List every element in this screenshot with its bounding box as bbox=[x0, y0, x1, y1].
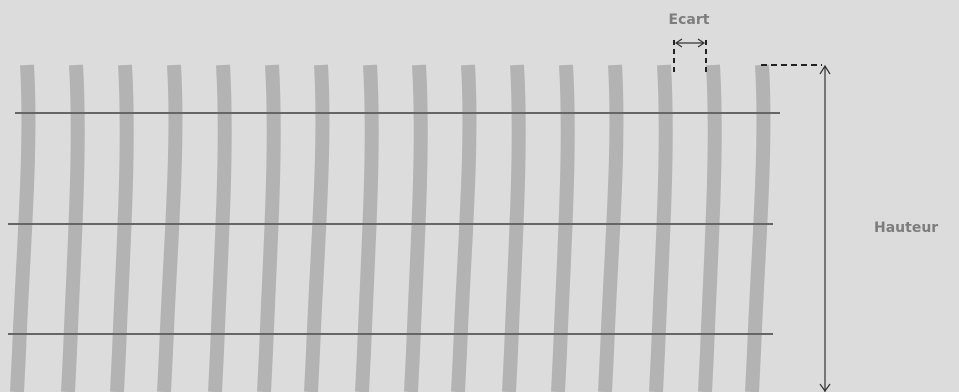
slat bbox=[745, 64, 771, 392]
slat bbox=[61, 64, 85, 392]
slat bbox=[257, 64, 281, 392]
height-label: Hauteur bbox=[874, 220, 938, 236]
slat bbox=[208, 64, 232, 392]
slat bbox=[110, 64, 134, 392]
height-annotation: Hauteur bbox=[761, 64, 938, 392]
slat bbox=[404, 64, 428, 392]
slat bbox=[598, 64, 624, 392]
slat bbox=[304, 64, 330, 392]
slat bbox=[649, 64, 673, 392]
slat bbox=[502, 64, 526, 392]
slats-group bbox=[10, 64, 771, 392]
double-arrow-vertical-icon bbox=[819, 64, 831, 392]
slat bbox=[551, 64, 575, 392]
slat bbox=[355, 64, 379, 392]
gap-annotation: Ecart bbox=[669, 12, 710, 72]
double-arrow-horizontal-icon bbox=[674, 38, 706, 48]
slat bbox=[451, 64, 477, 392]
cables-group bbox=[8, 112, 780, 335]
slat bbox=[157, 64, 183, 392]
slat bbox=[698, 64, 722, 392]
gap-label: Ecart bbox=[669, 12, 710, 28]
slat bbox=[10, 64, 36, 392]
